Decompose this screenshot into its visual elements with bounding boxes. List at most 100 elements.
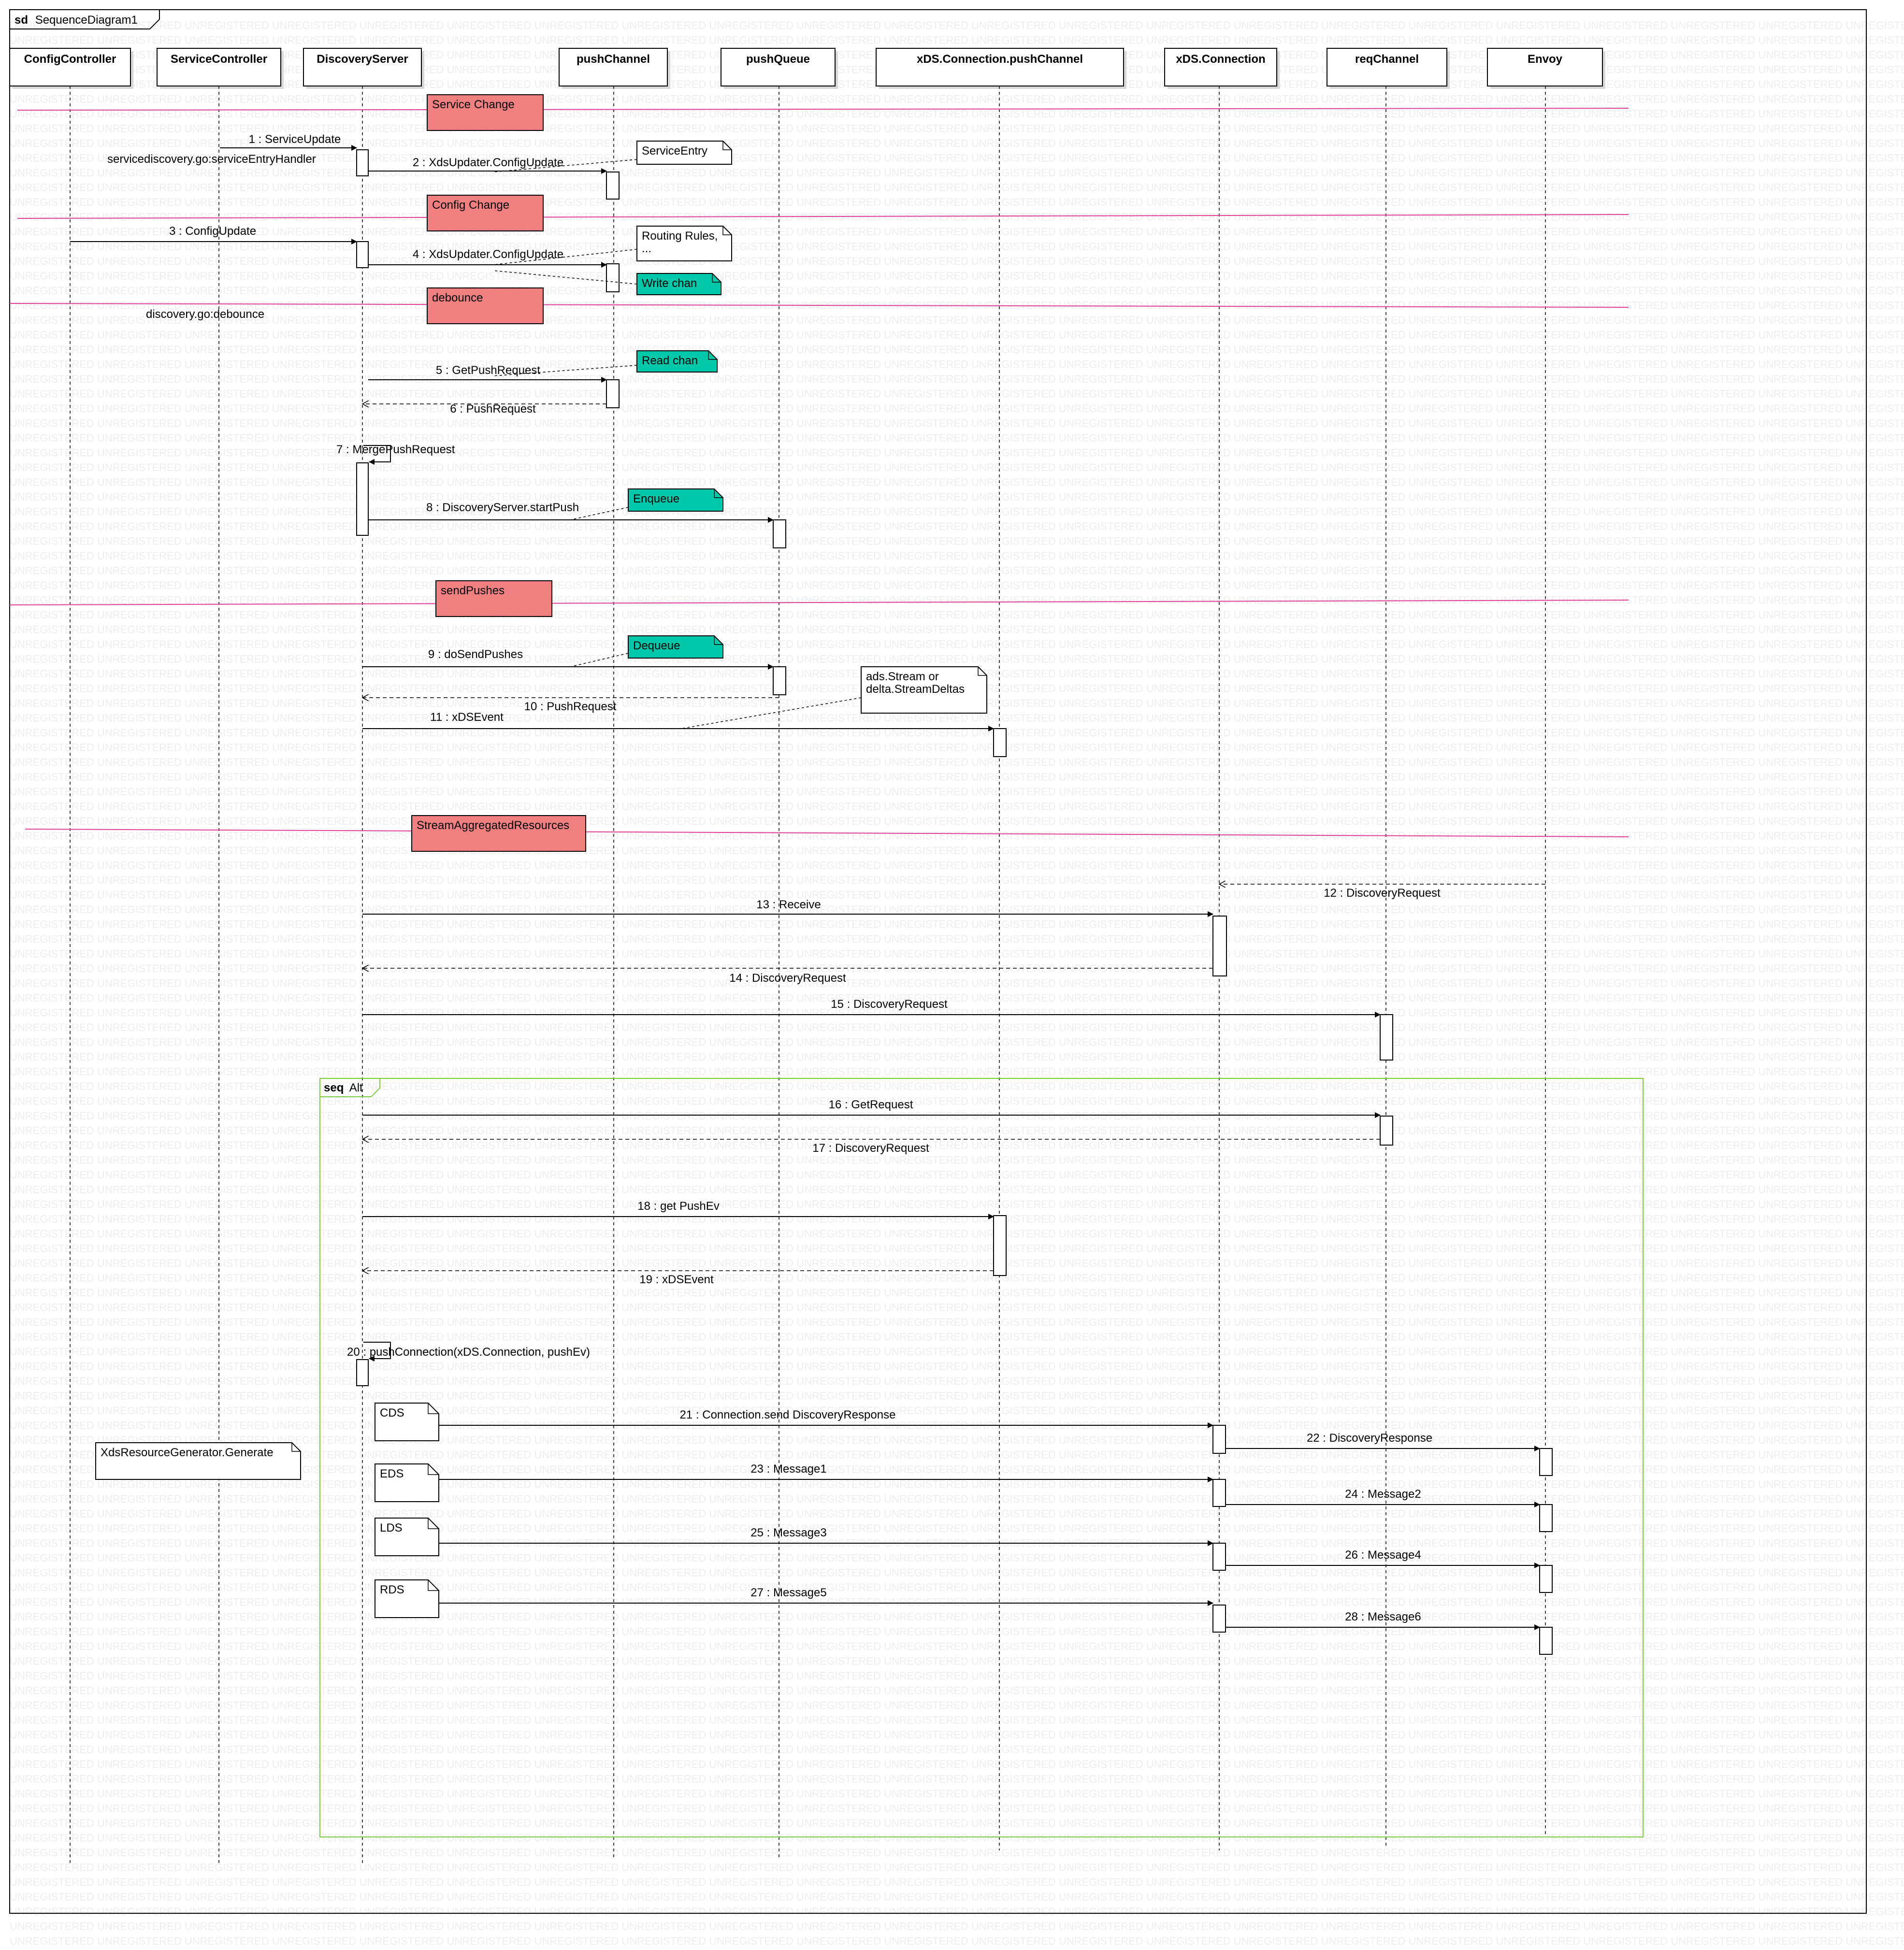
note-xds-generator-text: XdsResourceGenerator.Generate <box>101 1446 274 1459</box>
message-label: 13 : Receive <box>756 898 821 911</box>
watermark-text: UNREGISTERED UNREGISTERED UNREGISTERED U… <box>10 609 1904 621</box>
section-label: Config Change <box>432 199 509 212</box>
watermark-text: UNREGISTERED UNREGISTERED UNREGISTERED U… <box>10 491 1904 503</box>
activation-bar <box>356 462 369 536</box>
watermark-text: UNREGISTERED UNREGISTERED UNREGISTERED U… <box>10 1066 1904 1078</box>
message-label: 15 : DiscoveryRequest <box>831 998 948 1011</box>
watermark-text: UNREGISTERED UNREGISTERED UNREGISTERED U… <box>10 1228 1904 1240</box>
watermark-text: UNREGISTERED UNREGISTERED UNREGISTERED U… <box>10 329 1904 341</box>
activation-bar <box>606 379 620 408</box>
frame-title: sd SequenceDiagram1 <box>14 14 138 27</box>
watermark-text: UNREGISTERED UNREGISTERED UNREGISTERED U… <box>10 1405 1904 1417</box>
message-label: 12 : DiscoveryRequest <box>1324 887 1441 900</box>
activation-bar <box>993 728 1007 757</box>
watermark-text: UNREGISTERED UNREGISTERED UNREGISTERED U… <box>10 1832 1904 1844</box>
watermark-text: UNREGISTERED UNREGISTERED UNREGISTERED U… <box>10 624 1904 636</box>
lifeline-head <box>721 48 836 86</box>
activation-bar <box>1212 1543 1226 1571</box>
message-label: 1 : ServiceUpdate <box>249 133 341 146</box>
watermark-text: UNREGISTERED UNREGISTERED UNREGISTERED U… <box>10 565 1904 577</box>
message-label: 4 : XdsUpdater.ConfigUpdate <box>413 248 563 261</box>
watermark-text: UNREGISTERED UNREGISTERED UNREGISTERED U… <box>10 550 1904 562</box>
watermark-text: UNREGISTERED UNREGISTERED UNREGISTERED U… <box>10 830 1904 842</box>
message-label: 27 : Message5 <box>750 1586 826 1599</box>
message-label: 14 : DiscoveryRequest <box>729 972 846 985</box>
watermark-text: UNREGISTERED UNREGISTERED UNREGISTERED U… <box>10 653 1904 665</box>
section-box <box>427 195 544 231</box>
note-write-chan <box>636 273 721 295</box>
self-message-arrow <box>363 445 391 465</box>
note-xds-generator <box>95 1442 301 1480</box>
watermark-text: UNREGISTERED UNREGISTERED UNREGISTERED U… <box>10 1272 1904 1284</box>
note-routing-rules-text: Routing Rules, <box>642 229 718 243</box>
message-label: 19 : xDSEvent <box>639 1273 714 1286</box>
watermark-text: UNREGISTERED UNREGISTERED UNREGISTERED U… <box>10 1331 1904 1343</box>
message-label: 16 : GetRequest <box>829 1098 913 1111</box>
message-label: 10 : PushRequest <box>524 700 617 713</box>
watermark-text: UNREGISTERED UNREGISTERED UNREGISTERED U… <box>10 388 1904 400</box>
watermark-text: UNREGISTERED UNREGISTERED UNREGISTERED U… <box>10 1744 1904 1756</box>
lifeline-label: Envoy <box>1528 53 1563 66</box>
watermark-text: UNREGISTERED UNREGISTERED UNREGISTERED U… <box>10 358 1904 371</box>
note-cds-text: CDS <box>380 1406 404 1419</box>
watermark-text: UNREGISTERED UNREGISTERED UNREGISTERED U… <box>10 137 1904 149</box>
activation-bar <box>1212 1425 1226 1454</box>
frame-tab <box>10 9 160 29</box>
note-routing-rules-text: ... <box>642 242 651 255</box>
message-label: 23 : Message1 <box>750 1462 826 1476</box>
watermark-text: UNREGISTERED UNREGISTERED UNREGISTERED U… <box>10 520 1904 532</box>
section-divider-line <box>9 303 1629 308</box>
watermark-text: UNREGISTERED UNREGISTERED UNREGISTERED U… <box>10 742 1904 754</box>
watermark-text: UNREGISTERED UNREGISTERED UNREGISTERED U… <box>10 1685 1904 1697</box>
watermark-text: UNREGISTERED UNREGISTERED UNREGISTERED U… <box>10 815 1904 827</box>
section-box <box>411 815 586 852</box>
activation-bar <box>606 263 620 292</box>
activation-bar <box>1380 1014 1393 1061</box>
watermark-text: UNREGISTERED UNREGISTERED UNREGISTERED U… <box>10 1478 1904 1491</box>
watermark-text: UNREGISTERED UNREGISTERED UNREGISTERED U… <box>10 226 1904 238</box>
note-service-entry-text: ServiceEntry <box>642 144 707 158</box>
watermark-text: UNREGISTERED UNREGISTERED UNREGISTERED U… <box>10 1213 1904 1225</box>
section-box <box>427 287 544 324</box>
message-label: 18 : get PushEv <box>637 1200 719 1213</box>
watermark-text: UNREGISTERED UNREGISTERED UNREGISTERED U… <box>10 182 1904 194</box>
section-label: debounce <box>432 291 483 304</box>
watermark-text: UNREGISTERED UNREGISTERED UNREGISTERED U… <box>10 1655 1904 1667</box>
lifeline-label: DiscoveryServer <box>317 53 408 66</box>
watermark-text: UNREGISTERED UNREGISTERED UNREGISTERED U… <box>10 786 1904 798</box>
watermark-text: UNREGISTERED UNREGISTERED UNREGISTERED U… <box>10 1375 1904 1387</box>
note-eds-text: EDS <box>380 1467 404 1480</box>
watermark-text: UNREGISTERED UNREGISTERED UNREGISTERED U… <box>10 712 1904 724</box>
watermark-text: UNREGISTERED UNREGISTERED UNREGISTERED U… <box>10 1552 1904 1564</box>
message-label: 8 : DiscoveryServer.startPush <box>426 501 579 514</box>
note-routing-rules <box>636 226 732 261</box>
lifeline-label: reqChannel <box>1355 53 1419 66</box>
section-label: Service Change <box>432 98 515 111</box>
note-lds <box>375 1518 439 1556</box>
watermark-text: UNREGISTERED UNREGISTERED UNREGISTERED U… <box>10 1169 1904 1181</box>
note-read-chan-text: Read chan <box>642 354 698 367</box>
watermark-text: UNREGISTERED UNREGISTERED UNREGISTERED U… <box>10 241 1904 253</box>
watermark-text: UNREGISTERED UNREGISTERED UNREGISTERED U… <box>10 344 1904 356</box>
watermark-text: UNREGISTERED UNREGISTERED UNREGISTERED U… <box>10 1758 1904 1770</box>
watermark-text: UNREGISTERED UNREGISTERED UNREGISTERED U… <box>10 1095 1904 1107</box>
watermark-text: UNREGISTERED UNREGISTERED UNREGISTERED U… <box>10 933 1904 945</box>
message-label: 5 : GetPushRequest <box>436 364 540 377</box>
watermark-text: UNREGISTERED UNREGISTERED UNREGISTERED U… <box>10 123 1904 135</box>
watermark-text: UNREGISTERED UNREGISTERED UNREGISTERED U… <box>10 948 1904 960</box>
combined-fragment-seq: seq Alt <box>319 1078 1644 1837</box>
watermark-text: UNREGISTERED UNREGISTERED UNREGISTERED U… <box>10 1522 1904 1534</box>
watermark-text: UNREGISTERED UNREGISTERED UNREGISTERED U… <box>10 461 1904 473</box>
message-label: 22 : DiscoveryResponse <box>1307 1432 1432 1445</box>
note-anchor <box>570 507 629 520</box>
watermark-text: UNREGISTERED UNREGISTERED UNREGISTERED U… <box>10 1021 1904 1033</box>
watermark-text: UNREGISTERED UNREGISTERED UNREGISTERED U… <box>10 801 1904 813</box>
watermark-text: UNREGISTERED UNREGISTERED UNREGISTERED U… <box>10 447 1904 459</box>
message-label: 17 : DiscoveryRequest <box>812 1142 929 1155</box>
lifeline-label: xDS.Connection <box>1176 53 1265 66</box>
watermark-text: UNREGISTERED UNREGISTERED UNREGISTERED U… <box>10 918 1904 931</box>
watermark-text: UNREGISTERED UNREGISTERED UNREGISTERED U… <box>10 638 1904 650</box>
message-label: 6 : PushRequest <box>450 402 536 416</box>
watermark-text: UNREGISTERED UNREGISTERED UNREGISTERED U… <box>10 432 1904 444</box>
watermark-text: UNREGISTERED UNREGISTERED UNREGISTERED U… <box>10 1449 1904 1461</box>
